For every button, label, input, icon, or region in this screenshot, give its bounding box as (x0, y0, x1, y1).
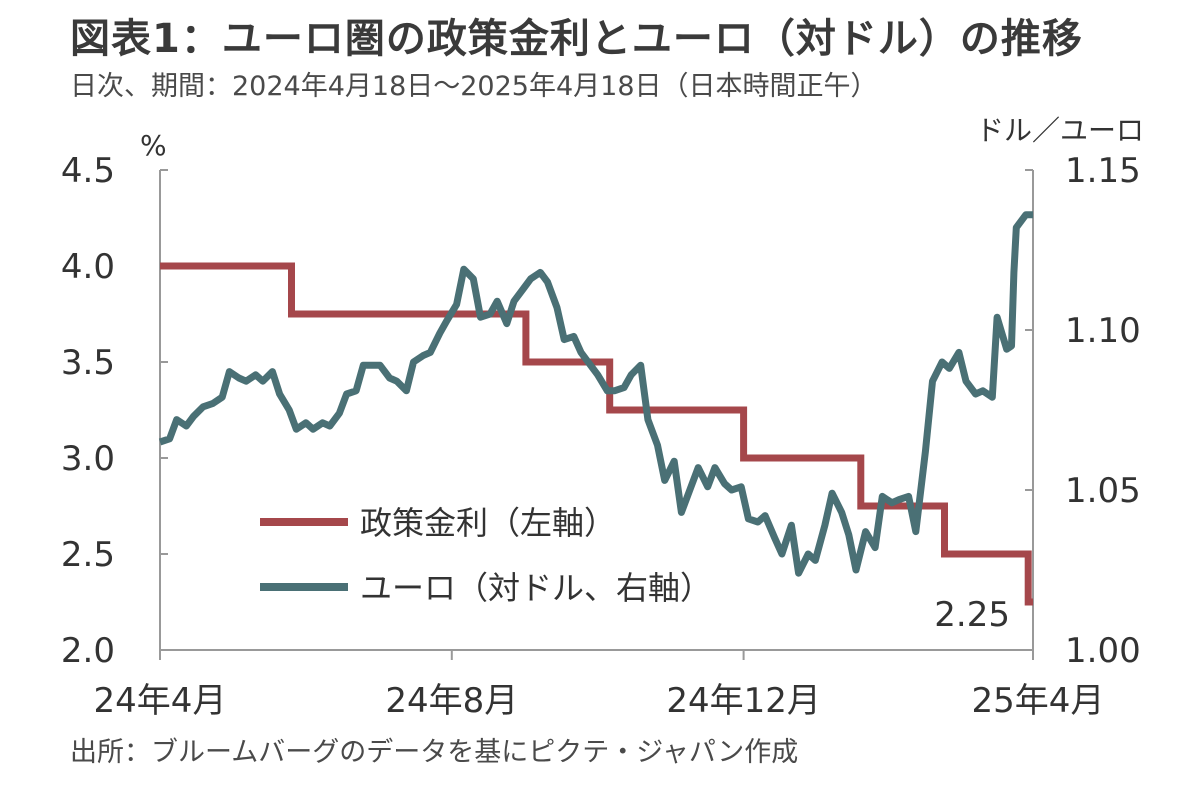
chart-subtitle: 日次、期間：2024年4月18日～2025年4月18日（日本時間正午） (70, 71, 878, 102)
y-left-tick-label: 2.5 (61, 535, 115, 575)
y-right-tick-label: 1.05 (1065, 471, 1141, 511)
legend-label: ユーロ（対ドル、右軸） (360, 569, 712, 607)
legend-label: 政策金利（左軸） (360, 504, 616, 542)
y-right-tick-label: 1.10 (1065, 311, 1141, 351)
y-left-tick-label: 4.0 (61, 247, 115, 287)
series-layer (158, 211, 1033, 606)
y-left-tick-label: 4.5 (61, 151, 115, 191)
axes (159, 170, 1034, 651)
x-tick-label: 25年4月 (972, 681, 1105, 721)
ticks: 2.0 2.5 3.0 3.5 4.0 4.5 1.00 1.05 1.10 1.15 24年4月 2… (61, 151, 1141, 721)
source-note: 出所：ブルームバーグのデータを基にピクテ・ジャパン作成 (70, 737, 799, 768)
y-right-unit: ドル／ユーロ (976, 114, 1144, 147)
eurusd-line (158, 211, 1033, 577)
y-left-tick-label: 2.0 (61, 631, 115, 671)
last-rate-label: 2.25 (934, 595, 1010, 635)
y-left-tick-label: 3.5 (61, 343, 115, 383)
chart-title: 図表1：ユーロ圏の政策金利とユーロ（対ドル）の推移 (70, 16, 1083, 62)
y-left-tick-label: 3.0 (61, 439, 115, 479)
y-right-tick-label: 1.15 (1065, 151, 1141, 191)
x-tick-label: 24年4月 (94, 681, 227, 721)
y-left-unit: % (140, 129, 167, 162)
x-tick-label: 24年8月 (385, 681, 518, 721)
x-tick-label: 24年12月 (666, 681, 821, 721)
legend: 政策金利（左軸） ユーロ（対ドル、右軸） (260, 504, 712, 607)
policy-rate-line (160, 262, 1033, 606)
y-right-tick-label: 1.00 (1065, 631, 1141, 671)
